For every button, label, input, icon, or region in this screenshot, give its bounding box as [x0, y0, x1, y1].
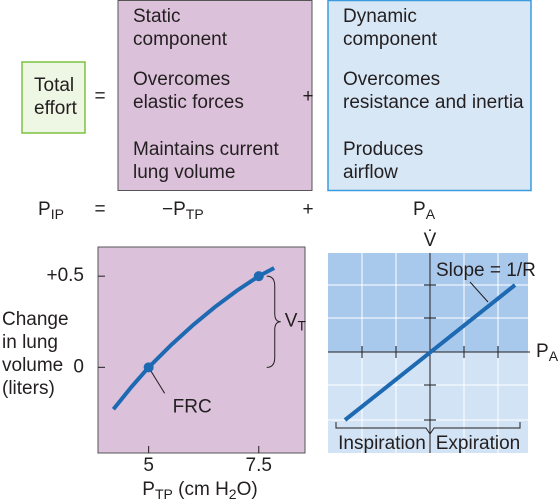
box-text: Produces	[343, 139, 423, 160]
box-heading: Static	[133, 6, 181, 27]
plus-sign: +	[302, 86, 313, 107]
plus-sign: +	[302, 199, 313, 220]
tidal-brace	[266, 275, 281, 368]
box-text: resistance and inertia	[343, 92, 524, 113]
text-part: IP	[51, 206, 64, 222]
box-heading: component	[343, 29, 438, 50]
text-part: TP	[155, 486, 173, 501]
box-text: Overcomes	[343, 69, 440, 90]
x-axis-label: PTP (cm H2O)	[142, 479, 257, 501]
text-part: P	[413, 199, 426, 220]
frc-label: FRC	[173, 396, 212, 417]
volume-plot-area	[97, 246, 306, 454]
x-tick-label: 7.5	[246, 455, 272, 476]
equals-sign: =	[94, 199, 105, 220]
box-text: lung volume	[133, 162, 235, 183]
total-effort-label: effort	[34, 98, 78, 119]
frc-point	[143, 362, 154, 373]
box-text: Overcomes	[133, 69, 230, 90]
y-axis-label: volume	[2, 355, 63, 376]
box-text: airflow	[343, 162, 398, 183]
box-text: elastic forces	[133, 92, 244, 113]
text-part: −P	[162, 199, 186, 220]
tidal-volume-label: VT	[285, 311, 307, 334]
frc-leader	[148, 367, 166, 394]
flow-y-label: V̇	[424, 230, 437, 251]
text-part: 2	[229, 486, 237, 501]
text-part: T	[297, 317, 306, 333]
pressure-term: PIP	[38, 199, 64, 222]
y-axis-label: (liters)	[2, 378, 55, 399]
y-tick-label: +0.5	[46, 265, 84, 286]
total-effort-label: Total	[34, 75, 74, 96]
text-part: (cm H	[173, 479, 229, 500]
y-axis-label: in lung	[2, 332, 58, 353]
text-part: P	[536, 341, 549, 362]
equals-sign: =	[94, 86, 105, 107]
text-part: A	[426, 206, 436, 222]
box-heading: component	[133, 29, 228, 50]
flow-line	[343, 283, 517, 422]
box-heading: Dynamic	[343, 6, 417, 27]
tidal-point	[253, 271, 264, 282]
slope-label: Slope = 1/R	[436, 260, 536, 281]
text-part: V	[285, 311, 298, 332]
expiration-label: Expiration	[436, 433, 521, 454]
pressure-term: −PTP	[162, 199, 204, 222]
text-part: O)	[237, 479, 258, 500]
pressure-term: PA	[413, 199, 436, 222]
y-axis-label: Change	[2, 309, 69, 330]
static-box	[117, 0, 313, 191]
text-part: P	[142, 479, 155, 500]
x-tick-label: 5	[143, 455, 154, 476]
inspiration-label: Inspiration	[338, 433, 426, 454]
y-tick-label: 0	[73, 356, 84, 377]
text-part: P	[38, 199, 51, 220]
dynamic-box	[327, 0, 532, 192]
flow-x-label: PA	[536, 341, 559, 364]
volume-curve	[111, 266, 276, 411]
text-part: TP	[186, 206, 204, 222]
box-text: Maintains current	[133, 139, 279, 160]
total-effort-box	[21, 61, 86, 134]
text-part: A	[549, 348, 559, 364]
